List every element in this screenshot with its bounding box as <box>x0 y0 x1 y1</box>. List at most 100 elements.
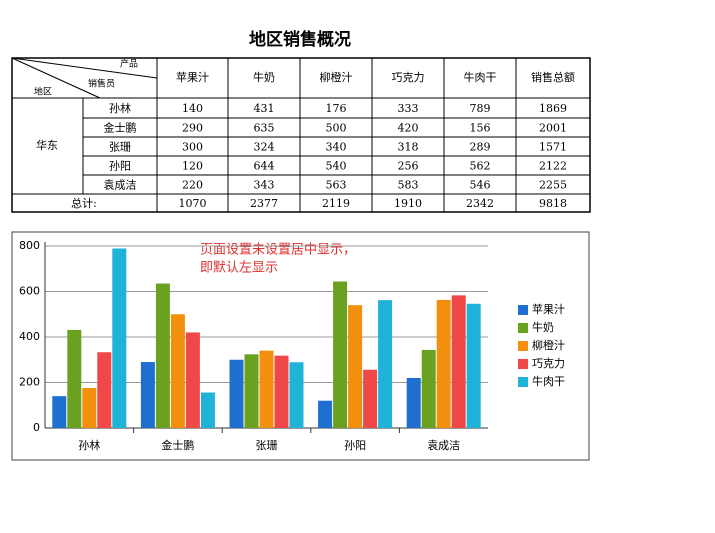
column-header: 牛肉干 <box>464 70 497 84</box>
bar <box>67 329 82 428</box>
y-tick-label: 0 <box>33 421 40 434</box>
x-tick-label: 金士鹏 <box>161 438 194 452</box>
bar <box>82 387 97 428</box>
bar <box>466 303 481 428</box>
table-cell: 1869 <box>539 102 567 115</box>
table-cell: 333 <box>398 102 419 115</box>
table-cell: 289 <box>470 141 491 154</box>
table-cell: 孙阳 <box>109 160 131 173</box>
table-cell: 431 <box>254 102 275 115</box>
bar <box>52 396 67 428</box>
bar <box>451 295 466 428</box>
table-cell: 2122 <box>539 160 567 173</box>
total-cell: 9818 <box>539 197 567 210</box>
bar <box>170 314 185 428</box>
table-cell: 562 <box>470 160 491 173</box>
legend-label: 牛奶 <box>532 320 554 334</box>
table-cell: 343 <box>254 179 275 192</box>
total-cell: 总计: <box>71 196 97 210</box>
bar <box>274 355 289 428</box>
legend-swatch <box>518 341 528 351</box>
bar <box>289 362 304 428</box>
y-tick-label: 800 <box>19 239 40 252</box>
total-cell: 2342 <box>466 197 494 210</box>
bar <box>97 352 112 428</box>
table-cell: 袁成洁 <box>104 179 137 192</box>
annotation: 即默认左显示 <box>200 260 278 276</box>
legend-label: 苹果汁 <box>532 302 565 316</box>
table-cell: 563 <box>326 179 347 192</box>
table-cell: 789 <box>470 102 491 115</box>
legend-label: 牛肉干 <box>532 374 565 388</box>
x-tick-label: 袁成洁 <box>427 439 460 452</box>
table-cell: 220 <box>182 179 203 192</box>
corner-salesperson: 销售员 <box>88 78 115 90</box>
table-cell: 张珊 <box>109 141 131 154</box>
corner-region: 地区 <box>34 86 52 98</box>
legend-swatch <box>518 305 528 315</box>
x-tick-label: 张珊 <box>256 439 278 452</box>
bar <box>363 369 378 428</box>
y-tick-label: 400 <box>19 330 40 343</box>
table-cell: 583 <box>398 179 419 192</box>
legend-label: 巧克力 <box>532 357 565 370</box>
bar <box>333 281 348 428</box>
table-cell: 300 <box>182 141 203 154</box>
x-tick-label: 孙阳 <box>344 439 366 452</box>
bar <box>378 300 393 428</box>
legend-swatch <box>518 377 528 387</box>
region: 华东 <box>36 138 58 152</box>
column-header: 巧克力 <box>392 71 425 84</box>
bar <box>229 359 244 428</box>
table-cell: 140 <box>182 102 203 115</box>
column-header: 牛奶 <box>253 70 275 84</box>
bar <box>185 332 200 428</box>
bar <box>318 400 333 428</box>
table-cell: 金士鹏 <box>104 121 137 135</box>
x-tick-label: 孙林 <box>78 438 100 452</box>
annotation: 页面设置未设置居中显示， <box>200 243 356 258</box>
table-cell: 644 <box>254 160 275 173</box>
table-cell: 2255 <box>539 179 567 192</box>
column-header: 销售总额 <box>531 70 575 84</box>
column-header: 柳橙汁 <box>320 70 353 84</box>
table-cell: 256 <box>398 160 419 173</box>
table-cell: 120 <box>182 160 203 173</box>
y-tick-label: 600 <box>19 285 40 298</box>
corner-product: 产品 <box>120 58 138 70</box>
total-cell: 1070 <box>179 197 207 210</box>
bar <box>421 349 436 428</box>
bar <box>436 299 451 428</box>
total-cell: 2377 <box>250 197 278 210</box>
table-cell: 500 <box>326 122 347 135</box>
table-cell: 156 <box>470 122 491 135</box>
legend-label: 柳橙汁 <box>532 338 565 352</box>
table-cell: 324 <box>254 141 275 154</box>
bar <box>259 350 274 428</box>
column-header: 苹果汁 <box>176 70 209 84</box>
table-cell: 420 <box>398 122 419 135</box>
bar <box>155 283 170 428</box>
table-cell: 546 <box>470 179 491 192</box>
total-cell: 1910 <box>394 197 422 210</box>
table-cell: 340 <box>326 141 347 154</box>
table-cell: 540 <box>326 160 347 173</box>
legend-swatch <box>518 359 528 369</box>
bar <box>112 248 127 428</box>
table-cell: 635 <box>254 122 275 135</box>
table-cell: 2001 <box>539 122 567 135</box>
bar <box>406 377 421 428</box>
title: 地区销售概况 <box>249 29 351 50</box>
y-tick-label: 200 <box>19 376 40 389</box>
table-cell: 290 <box>182 122 203 135</box>
bar <box>200 392 215 428</box>
bar <box>244 354 259 428</box>
table-cell: 318 <box>398 141 419 154</box>
bar <box>348 305 363 428</box>
table-cell: 176 <box>326 102 347 115</box>
chart-frame <box>11 231 590 461</box>
total-cell: 2119 <box>322 197 350 210</box>
table-lines <box>11 57 591 213</box>
